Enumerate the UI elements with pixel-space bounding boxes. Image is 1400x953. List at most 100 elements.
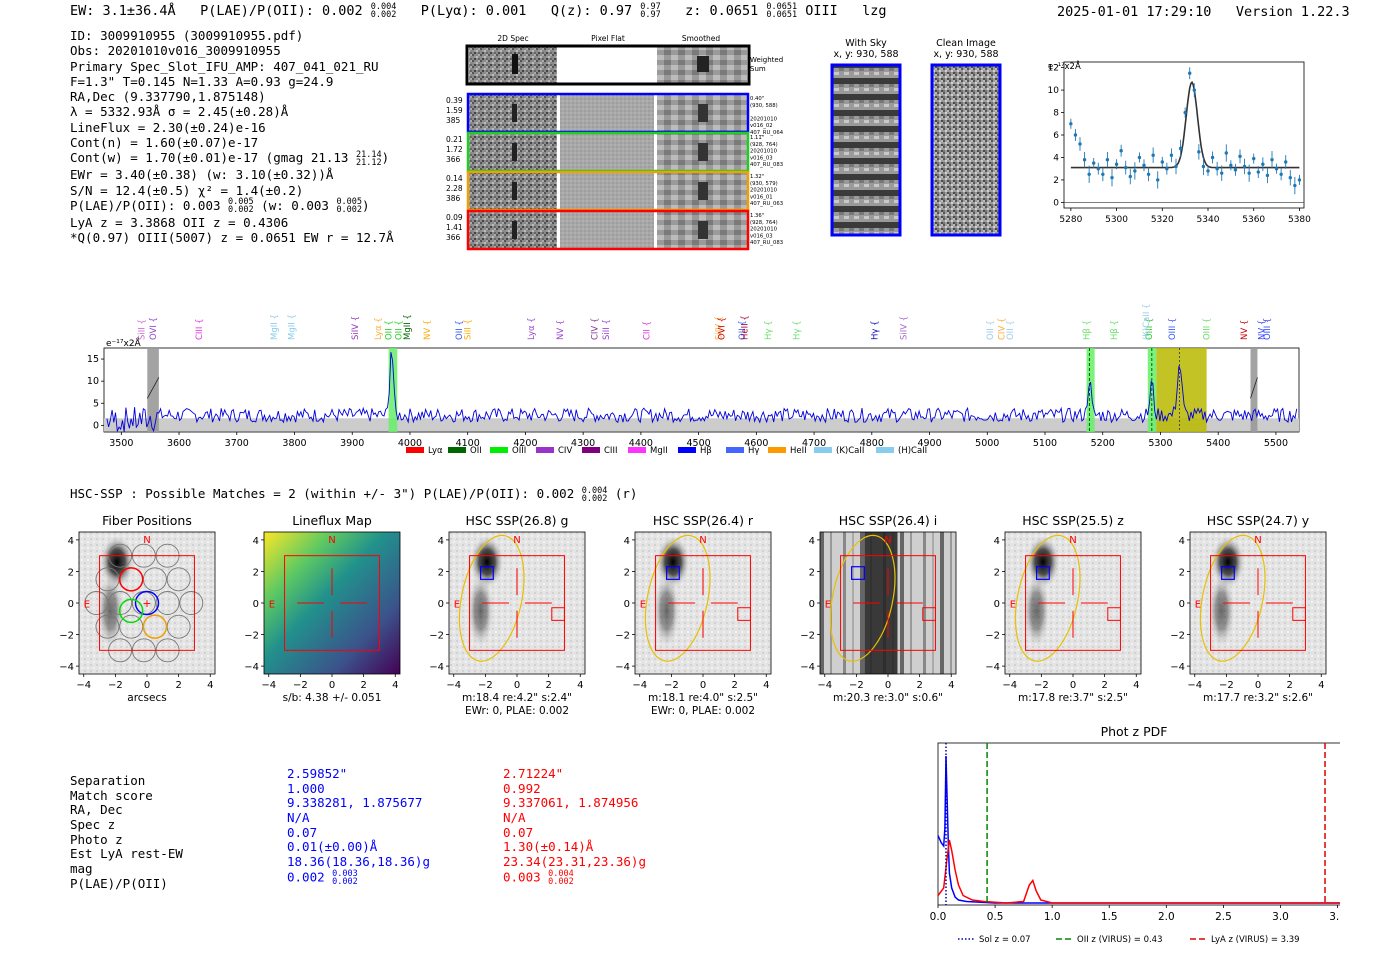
hsc-panel: HSC SSP(25.5) z N E 4 2 0 −2 −4−4 −2 0 2 4 m:17.8 re… (985, 513, 1142, 704)
spec-line-label: OII { (738, 320, 748, 340)
hsc-aperture-box (655, 555, 751, 651)
zoom-data-point (1087, 172, 1091, 177)
zoom-data-point (1247, 171, 1251, 175)
pdf-series-line (937, 755, 1340, 904)
hsc-galaxy-tail (96, 570, 125, 651)
catalog-labels: Separation Match score RA, Dec Spec z Ph… (70, 773, 183, 892)
pdf-series-line (937, 839, 1340, 904)
compass-north: N (513, 535, 520, 546)
zoom-data-point (1110, 175, 1114, 180)
header-z: z: 0.0651 (685, 3, 759, 19)
zoom-data-point (1224, 151, 1228, 155)
header-qz: Q(z): 0.97 (550, 3, 633, 19)
fiber-circle-red (118, 567, 144, 592)
hsc-title-sup: 0.004 (581, 485, 608, 496)
match1-specz: N/A (287, 810, 310, 826)
spec-line-label: OII { (986, 320, 996, 340)
match2-plae-sup: 0.004 (548, 868, 574, 879)
zoom-xtick-label: 5300 (1105, 215, 1128, 225)
hsc-xtick-label: −2 (108, 680, 123, 691)
spec-line-label: NV { (423, 320, 433, 340)
zoom-data-point (1293, 183, 1297, 188)
hsc-panel-title: Lineflux Map (292, 513, 372, 528)
hsc-xtick-label: −4 (261, 680, 276, 691)
info-plae-sup: 0.005 (228, 197, 254, 208)
zoom-data-point (1165, 166, 1169, 171)
cutout-left-value: 385 (446, 116, 461, 125)
cutout-right-value: 407_RU_064 (750, 130, 784, 136)
cutout-right-value: 407_RU_083 (750, 162, 783, 168)
hsc-match-box (851, 566, 865, 580)
spec-error-band (104, 418, 1299, 432)
spec-line-label: CIII { (195, 318, 205, 340)
zoom-data-point (1197, 150, 1201, 154)
hsc-panel: Lineflux Map N E 4 2 0 −2 −4−4 −2 0 2 4 s/b: 4.38 +/… (244, 513, 401, 704)
hsc-ytick-label: 4 (624, 536, 630, 547)
zoom-data-point (1178, 146, 1183, 151)
catalog-label-separation: Separation (70, 773, 146, 788)
hsc-ytick-label: −2 (615, 631, 630, 642)
hsc-caption: s/b: 4.38 +/- 0.051 (283, 692, 382, 704)
zoom-xtick-label: 5380 (1288, 215, 1311, 225)
hsc-panel-title: HSC SSP(26.4) i (839, 513, 937, 528)
pdf-legend-label: Sol z = 0.07 (979, 935, 1031, 945)
hsc-galaxy-tail (1207, 570, 1236, 651)
cutout-right-value: (928, 764) (750, 220, 778, 226)
spec-line-label: Hβ { (1082, 320, 1092, 340)
cutout-right-value: 20201010 (750, 116, 778, 122)
spec-line-label: SiIV { (899, 316, 909, 340)
cutout-pixelflat (560, 94, 654, 132)
hsc-aperture-ellipse (644, 534, 711, 662)
cutout-left-value: 2.28 (446, 184, 463, 193)
pdf-xtick-label: 1.0 (1044, 911, 1061, 923)
hsc-xtick-label: 2 (916, 680, 922, 691)
hsc-ytick-label: 4 (68, 536, 74, 547)
spec-cutouts: 2D Spec Pixel Flat Smoothed Weighted Sum … (446, 34, 784, 251)
info-fwhm: F=1.3" T=0.145 N=1.33 A=0.93 g=24.9 (70, 73, 334, 89)
cutout-row-frame (466, 209, 750, 251)
zoom-data-point (1101, 172, 1105, 177)
match1-ew: 0.01(±0.00)Å (287, 839, 378, 855)
spec-legend-swatch (490, 447, 508, 453)
zoom-data-point (1096, 166, 1100, 171)
zoom-data-point (1242, 164, 1247, 169)
compass-east: E (825, 600, 831, 611)
catalog-label-mag: mag (70, 861, 93, 877)
cutout-left-value: 0.39 (446, 96, 463, 105)
compass-east: E (1195, 600, 1201, 611)
spec-line-label: SiII { (464, 319, 474, 340)
fiber-circle (84, 591, 109, 615)
spec-line-label: (K)CaII { (1142, 304, 1152, 340)
zoom-ytick-label: 10 (1048, 86, 1060, 96)
zoom-ytick-label: 6 (1053, 131, 1059, 141)
hsc-ytick-label: −4 (985, 662, 1000, 673)
clean-title-block: Clean Image x, y: 930, 588 (930, 38, 1002, 60)
info-plae-w: (w: 0.003 (253, 197, 329, 213)
zoom-data-point (1092, 161, 1096, 165)
spec-line-label: NV { (1257, 320, 1267, 340)
hsc-xtick-label: −2 (1034, 680, 1049, 691)
hsc-xtick-label: 0 (1070, 680, 1076, 691)
spec-legend-label: CIII (604, 446, 617, 456)
zoom-data-point (1073, 133, 1078, 137)
hsc-ytick-label: 2 (809, 567, 815, 578)
col-label-2dspec: 2D Spec (497, 34, 528, 43)
hsc-xtick-label: 0 (885, 680, 891, 691)
zoom-data-point (1220, 171, 1224, 175)
spec-legend-swatch (582, 447, 600, 453)
pdf-xtick-label: 3.5 (1329, 911, 1340, 923)
header-plya: P(Lyα): 0.001 (420, 3, 527, 19)
spec-line-label: HeII { (741, 315, 751, 340)
spec-ytick-label: 15 (87, 354, 99, 365)
cutout-smooth-feature (698, 221, 708, 239)
hsc-ytick-label: 4 (994, 536, 1000, 547)
cutout-right-value: v016_03 (750, 155, 773, 161)
spec-legend-swatch (406, 447, 424, 453)
hsc-xtick-label: 0 (1255, 680, 1261, 691)
hsc-xtick-label: 0 (144, 680, 150, 691)
info-contw: Cont(w) = 1.70(±0.01)e-17 (gmag 21.13 (70, 150, 349, 166)
compass-east: E (640, 600, 646, 611)
header-right: 2025-01-01 17:29:10 Version 1.22.3 (1057, 4, 1350, 20)
zoom-data-point (1156, 178, 1160, 182)
